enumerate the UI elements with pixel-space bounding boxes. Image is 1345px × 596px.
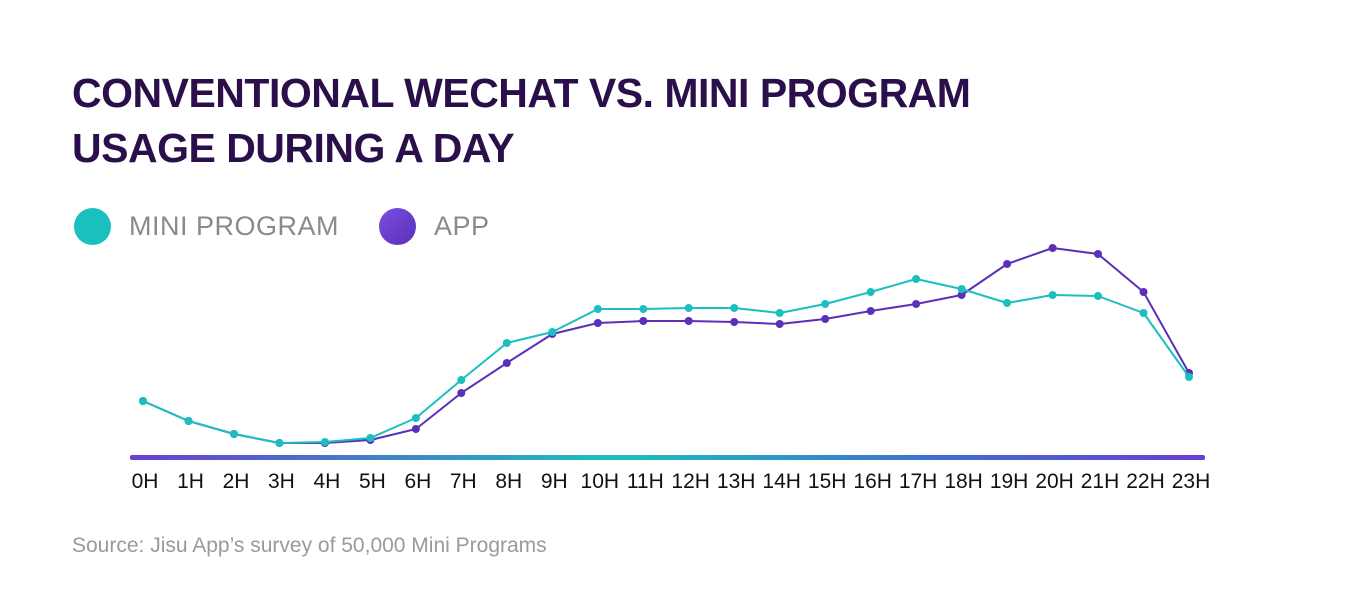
data-point-mini-program-22h [1139, 309, 1148, 317]
data-point-mini-program-13h [730, 304, 739, 312]
data-point-app-15h [821, 315, 830, 323]
x-tick-label-19h: 19H [990, 470, 1029, 493]
data-point-mini-program-9h [548, 328, 557, 336]
source-note: Source: Jisu App’s survey of 50,000 Mini… [72, 534, 547, 557]
data-point-mini-program-14h [775, 309, 784, 317]
legend-item-mini-program: MINI PROGRAM [74, 207, 340, 245]
x-tick-label-10h: 10H [581, 470, 620, 493]
x-tick-label-16h: 16H [853, 470, 892, 493]
data-point-mini-program-2h [230, 430, 238, 438]
data-point-app-22h [1139, 288, 1148, 296]
legend-label-mini-program: MINI PROGRAM [129, 210, 340, 241]
data-point-mini-program-21h [1094, 292, 1102, 300]
data-point-app-11h [639, 317, 648, 325]
data-point-mini-program-15h [821, 300, 830, 308]
data-point-mini-program-11h [639, 305, 648, 313]
x-tick-label-22h: 22H [1126, 470, 1165, 493]
x-tick-label-23h: 23H [1172, 470, 1211, 493]
data-point-mini-program-7h [457, 376, 466, 384]
x-tick-label-17h: 17H [899, 470, 938, 493]
data-point-app-10h [593, 319, 602, 327]
x-tick-label-18h: 18H [944, 470, 983, 493]
x-tick-label-14h: 14H [762, 470, 801, 493]
data-point-mini-program-3h [275, 439, 284, 447]
chart-title-line-2: USAGE DURING A DAY [72, 125, 515, 171]
data-point-app-6h [411, 425, 420, 433]
x-tick-label-4h: 4H [313, 470, 340, 493]
x-tick-label-1h: 1H [177, 470, 204, 493]
series-layer [139, 244, 1193, 447]
line-chart: 0H 1H 2H 3H 4H 5H 6H 7H 8H 9H 10H 11H 12H 13H 14H 15H 16… [130, 244, 1211, 493]
x-tick-label-5h: 5H [359, 470, 386, 493]
chart-title-line-1: CONVENTIONAL WECHAT VS. MINI PROGRAM [72, 70, 971, 116]
data-point-app-17h [912, 300, 921, 308]
data-point-mini-program-10h [593, 305, 602, 313]
data-point-mini-program-0h [139, 397, 147, 405]
data-point-mini-program-4h [320, 438, 329, 446]
legend-item-app: APP [379, 207, 490, 245]
x-tick-label-9h: 9H [541, 470, 568, 493]
data-point-app-8h [502, 359, 511, 367]
x-axis-line [130, 455, 1205, 460]
data-point-mini-program-16h [866, 288, 875, 296]
data-point-mini-program-19h [1003, 299, 1012, 307]
legend-marker-app [379, 207, 417, 245]
legend-marker-mini-program [74, 207, 111, 245]
x-tick-label-7h: 7H [450, 470, 477, 493]
x-tick-label-8h: 8H [495, 470, 522, 493]
series-line-app [142, 247, 1190, 444]
x-tick-label-6h: 6H [404, 470, 431, 493]
x-tick-label-0h: 0H [132, 470, 159, 493]
x-tick-label-13h: 13H [717, 470, 756, 493]
data-point-mini-program-6h [411, 414, 420, 422]
data-point-app-21h [1094, 250, 1102, 258]
legend-label-app: APP [434, 210, 490, 241]
data-point-mini-program-12h [684, 304, 693, 312]
x-tick-label-21h: 21H [1081, 470, 1120, 493]
data-point-app-7h [457, 389, 466, 397]
data-point-app-13h [730, 318, 739, 326]
data-point-app-18h [957, 291, 966, 299]
data-point-app-16h [866, 307, 875, 315]
x-tick-label-2h: 2H [223, 470, 250, 493]
data-point-app-12h [684, 317, 693, 325]
x-tick-label-12h: 12H [671, 470, 710, 493]
x-tick-labels: 0H 1H 2H 3H 4H 5H 6H 7H 8H 9H 10H 11H 12H 13H 14H 15H 16… [132, 470, 1211, 493]
data-point-mini-program-1h [184, 417, 193, 425]
x-tick-label-15h: 15H [808, 470, 847, 493]
data-point-mini-program-20h [1048, 291, 1057, 299]
data-point-app-20h [1048, 244, 1057, 252]
x-tick-label-20h: 20H [1035, 470, 1074, 493]
data-point-mini-program-17h [912, 275, 921, 283]
data-point-mini-program-5h [366, 434, 375, 442]
data-point-mini-program-18h [957, 285, 966, 293]
data-point-app-19h [1003, 260, 1012, 268]
data-point-mini-program-23h [1185, 373, 1193, 381]
x-tick-label-11h: 11H [627, 470, 664, 493]
chart-title: CONVENTIONAL WECHAT VS. MINI PROGRAM USA… [72, 66, 1072, 176]
series-line-mini-program [142, 278, 1190, 444]
x-tick-label-3h: 3H [268, 470, 295, 493]
legend: MINI PROGRAM APP [74, 204, 530, 248]
data-point-mini-program-8h [502, 339, 511, 347]
data-point-app-14h [775, 320, 784, 328]
